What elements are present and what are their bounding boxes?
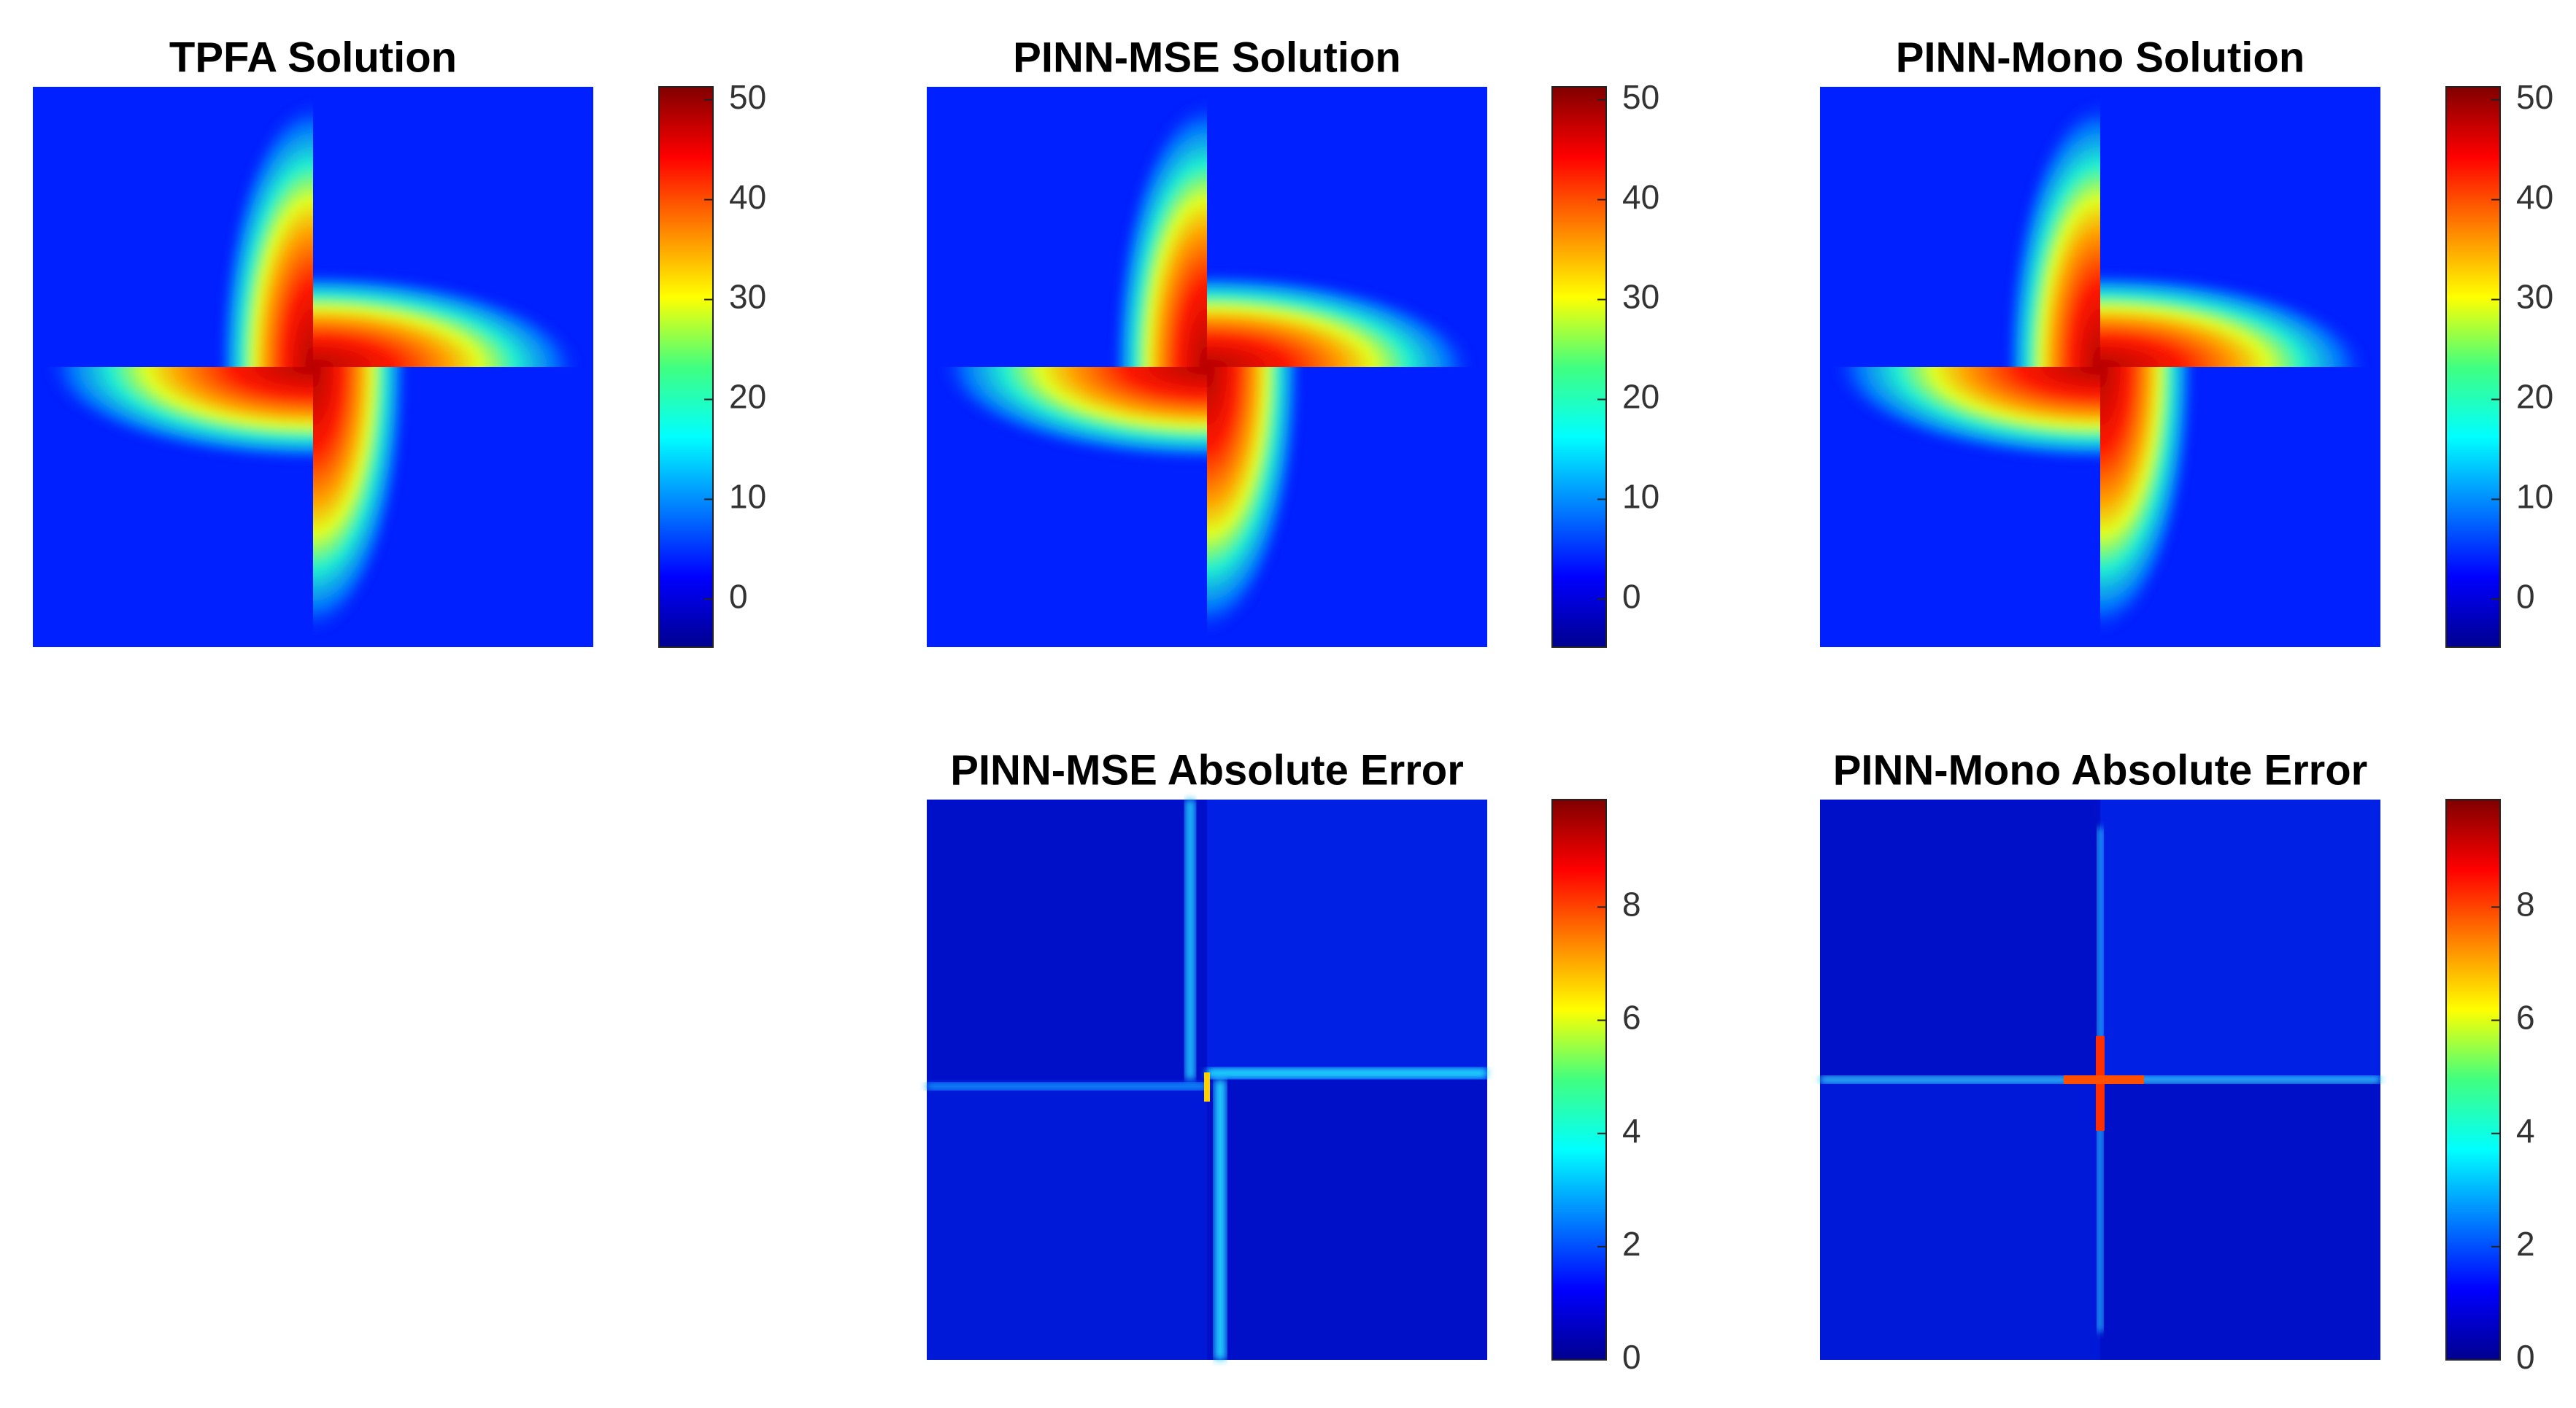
lobe (2100, 271, 2369, 367)
lobe (1111, 98, 1207, 367)
error-core (2064, 1075, 2144, 1084)
lobe-group (1831, 367, 2100, 463)
panel-title: TPFA Solution (169, 34, 457, 81)
colorbar-tick-label: 30 (729, 278, 766, 316)
lobe (2005, 98, 2100, 367)
error-streak (1185, 800, 1195, 1080)
lobe-group (938, 367, 1207, 463)
colorbar-tick-label: 40 (729, 178, 766, 216)
panel-title: PINN-MSE Solution (1013, 34, 1401, 81)
colorbar-tick-label: 0 (1622, 577, 1641, 615)
colorbar-tick-label: 4 (1622, 1112, 1641, 1150)
colorbar-tick-label: 40 (2516, 178, 2553, 216)
colorbar-tick-label: 2 (2516, 1225, 2535, 1263)
panel: PINN-MSE Absolute Error 0 2 4 6 8 (927, 746, 1641, 1376)
lobe (938, 367, 1207, 463)
colorbar-tick-label: 20 (2516, 378, 2553, 416)
panel-title: PINN-MSE Absolute Error (950, 746, 1464, 794)
colorbar (2445, 799, 2501, 1361)
colorbar-tick-label: 0 (729, 577, 748, 615)
colorbar-tick-label: 40 (1622, 178, 1659, 216)
lobe-group (313, 367, 409, 636)
colorbar-tick-label: 10 (1622, 478, 1659, 516)
panel-title: PINN-Mono Solution (1896, 34, 2305, 81)
colorbar-tick-label: 6 (2516, 999, 2535, 1037)
colorbar-tick-label: 2 (1622, 1225, 1641, 1263)
lobe-group (44, 367, 313, 463)
colorbar-tick-label: 4 (2516, 1112, 2535, 1150)
shade (927, 1080, 1207, 1360)
lobe-group (1111, 98, 1207, 367)
colorbar-tick-label: 10 (2516, 478, 2553, 516)
lobe (1207, 271, 1476, 367)
colorbar-tick-label: 0 (2516, 577, 2535, 615)
lobe (1831, 367, 2100, 463)
error-streak (1214, 1080, 1226, 1360)
error-core (1204, 1072, 1210, 1102)
colorbar-tick-label: 8 (2516, 886, 2535, 924)
lobe-group (217, 98, 313, 367)
colorbar (2445, 86, 2501, 648)
colorbar-tick-label: 0 (1622, 1338, 1641, 1376)
lobe-group (2005, 98, 2100, 367)
colorbar (1551, 86, 1607, 648)
lobe (1207, 367, 1303, 636)
colorbar (658, 86, 714, 648)
shade (1820, 1080, 2100, 1360)
colorbar-tick-label: 20 (1622, 378, 1659, 416)
colorbar-tick-label: 50 (729, 78, 766, 116)
lobe (44, 367, 313, 463)
lobe-group (2100, 367, 2196, 636)
lobe (217, 98, 313, 367)
lobe-group (1207, 271, 1476, 367)
lobe (313, 271, 582, 367)
shade (2100, 800, 2380, 1080)
shade (1207, 800, 1487, 1080)
colorbar-tick-label: 6 (1622, 999, 1641, 1037)
error-streak (927, 1083, 1207, 1090)
lobe-group (313, 271, 582, 367)
colorbar-tick-label: 10 (729, 478, 766, 516)
colorbar-tick-label: 50 (2516, 78, 2553, 116)
colorbar-tick-label: 0 (2516, 1338, 2535, 1376)
lobe-group (2100, 271, 2369, 367)
panel: PINN-Mono Absolute Error 0 2 4 6 8 (1820, 746, 2535, 1376)
colorbar-tick-label: 30 (2516, 278, 2553, 316)
lobe-group (1207, 367, 1303, 636)
lobe (313, 367, 409, 636)
error-streak (1207, 1068, 1487, 1078)
colorbar-tick-label: 20 (729, 378, 766, 416)
panel: PINN-MSE Solution 0 10 20 30 40 50 (927, 34, 1659, 648)
lobe (2100, 367, 2196, 636)
panel-title: PINN-Mono Absolute Error (1833, 746, 2368, 794)
colorbar (1551, 799, 1607, 1361)
panel: PINN-Mono Solution 0 10 20 30 40 50 (1820, 34, 2553, 648)
colorbar-tick-label: 8 (1622, 886, 1641, 924)
panel: TPFA Solution 0 10 20 30 40 50 (33, 34, 766, 648)
colorbar-tick-label: 30 (1622, 278, 1659, 316)
colorbar-tick-label: 50 (1622, 78, 1659, 116)
